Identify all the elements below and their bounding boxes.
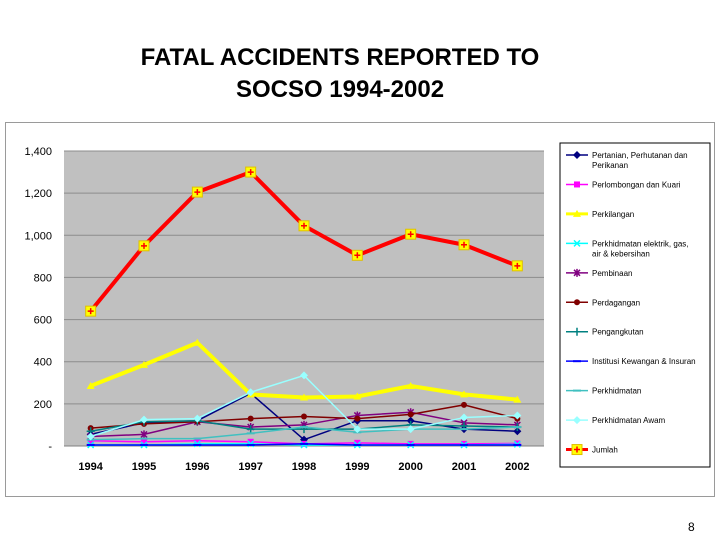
data-point-s3 bbox=[193, 338, 202, 346]
x-tick-label: 1998 bbox=[292, 461, 316, 473]
legend-swatch-marker bbox=[573, 268, 581, 277]
data-point-s3 bbox=[300, 393, 308, 401]
x-tick-label: 1996 bbox=[185, 461, 209, 473]
legend-label-line: Perkilangan bbox=[592, 210, 634, 219]
data-point-s11-cross bbox=[514, 262, 521, 269]
legend-label: Perkilangan bbox=[592, 210, 634, 219]
slide-title-line-2: SOCSO 1994-2002 bbox=[235, 76, 445, 103]
legend-label: Perkhidmatan Awam bbox=[592, 416, 666, 425]
x-tick-label: 1995 bbox=[132, 461, 156, 473]
legend-label: Perkhidmatan elektrik, gas, air & kebersi… bbox=[592, 239, 689, 258]
data-point-s11-cross bbox=[194, 189, 201, 196]
y-tick-label: 200 bbox=[34, 399, 52, 411]
legend-label-line: Institusi Kewangan & Insuran bbox=[592, 357, 696, 366]
data-point-s2 bbox=[141, 438, 147, 445]
legend-label-line: Perkhidmatan bbox=[592, 387, 641, 396]
data-point-s10 bbox=[406, 425, 415, 434]
legend-label-line: Pertanian, Perhutanan dan bbox=[592, 151, 688, 160]
data-point-s3 bbox=[460, 390, 468, 398]
data-point-s10 bbox=[86, 432, 95, 441]
data-point-s7 bbox=[246, 425, 255, 434]
legend-label: Perlombongan dan Kuari bbox=[592, 180, 681, 189]
x-tick-label: 1994 bbox=[78, 461, 103, 473]
data-point-s10 bbox=[140, 415, 148, 424]
legend-swatch-marker bbox=[573, 151, 581, 159]
data-point-s3 bbox=[406, 381, 415, 389]
slide-title: FATAL ACCIDENTS REPORTED TO SOCSO 1994-2… bbox=[60, 42, 620, 106]
data-point-s1 bbox=[513, 427, 522, 436]
data-point-s10 bbox=[193, 414, 202, 423]
plot-area bbox=[64, 151, 544, 446]
x-tick-label: 2002 bbox=[505, 461, 529, 473]
y-tick-label: 1,000 bbox=[24, 230, 52, 242]
legend-label-line: Pengangkutan bbox=[592, 328, 644, 337]
data-point-s11-cross bbox=[354, 252, 361, 259]
data-point-s6 bbox=[247, 415, 254, 422]
data-point-s1 bbox=[406, 416, 415, 425]
legend-swatch-marker bbox=[573, 209, 581, 217]
data-point-s10 bbox=[460, 413, 468, 422]
data-point-s11-cross bbox=[87, 308, 94, 315]
x-tick-label: 1999 bbox=[345, 461, 369, 473]
line-chart: - 200 400 600 800 1,000 1,200 1,400 1994 1995 1996… bbox=[24, 142, 711, 473]
legend-label-line: Perlombongan dan Kuari bbox=[592, 180, 681, 189]
data-point-s11-cross bbox=[141, 242, 147, 249]
y-tick-label: 1,400 bbox=[24, 146, 52, 158]
chart-frame: - 200 400 600 800 1,000 1,200 1,400 1994 1995 1996… bbox=[5, 122, 715, 497]
legend-label: Pembinaan bbox=[592, 269, 632, 278]
data-point-s11-cross bbox=[461, 241, 467, 248]
data-point-s10 bbox=[246, 388, 255, 397]
data-point-s10 bbox=[300, 371, 308, 380]
legend-label-line: Jumlah bbox=[592, 446, 618, 455]
legend-box bbox=[559, 142, 711, 468]
legend-label-line: Pembinaan bbox=[592, 269, 632, 278]
data-point-s10 bbox=[353, 425, 362, 434]
y-tick-label: 1,200 bbox=[24, 188, 52, 200]
legend-label-line: Perkhidmatan Awam bbox=[592, 416, 666, 425]
data-point-s3 bbox=[513, 395, 522, 403]
legend-label-line: air & kebersihan bbox=[592, 249, 650, 258]
legend-swatch-marker bbox=[573, 327, 581, 336]
data-point-s3 bbox=[86, 381, 95, 389]
y-tick-label: 400 bbox=[34, 357, 52, 369]
data-point-s6 bbox=[461, 401, 467, 408]
data-point-s3 bbox=[140, 360, 148, 368]
legend-swatch-marker bbox=[574, 181, 580, 188]
slide-number: 8 bbox=[688, 520, 695, 534]
data-point-s6 bbox=[407, 411, 414, 418]
y-tick-label: - bbox=[48, 441, 52, 453]
data-point-s11-cross bbox=[407, 231, 414, 238]
legend-label-line: Perikanan bbox=[592, 161, 628, 170]
legend-label-line: Perdagangan bbox=[592, 298, 640, 307]
data-point-s2 bbox=[87, 437, 94, 444]
y-tick-label: 600 bbox=[34, 315, 52, 327]
legend-label: Pertanian, Perhutanan dan Perikanan bbox=[592, 151, 688, 170]
data-point-s6 bbox=[354, 415, 361, 422]
legend-label: Perdagangan bbox=[592, 298, 640, 307]
legend-label-line: Perkhidmatan elektrik, gas, bbox=[592, 239, 689, 248]
legend-swatch-marker bbox=[573, 416, 581, 425]
data-point-s3 bbox=[353, 392, 362, 400]
x-tick-label: 2000 bbox=[398, 461, 422, 473]
legend-label: Institusi Kewangan & Insuran bbox=[592, 357, 696, 366]
legend-swatch-marker bbox=[573, 239, 581, 247]
legend-label: Perkhidmatan bbox=[592, 387, 641, 396]
x-tick-label: 1997 bbox=[238, 461, 262, 473]
data-point-s2 bbox=[194, 437, 201, 444]
y-tick-label: 800 bbox=[34, 272, 52, 284]
data-point-s2 bbox=[354, 439, 361, 446]
data-point-s5 bbox=[140, 430, 148, 439]
legend-label: Pengangkutan bbox=[592, 328, 644, 337]
slide-title-line-1: FATAL ACCIDENTS REPORTED TO bbox=[140, 44, 540, 71]
data-point-s11-cross bbox=[247, 169, 254, 176]
data-point-s2 bbox=[247, 438, 254, 445]
x-tick-label: 2001 bbox=[452, 461, 476, 473]
legend-swatch-marker bbox=[574, 299, 580, 306]
data-point-s6 bbox=[301, 413, 307, 420]
legend-label: Jumlah bbox=[592, 446, 618, 455]
data-point-s10 bbox=[513, 411, 522, 420]
data-point-s11-cross bbox=[301, 222, 307, 229]
legend-swatch-marker-cross bbox=[574, 446, 580, 453]
